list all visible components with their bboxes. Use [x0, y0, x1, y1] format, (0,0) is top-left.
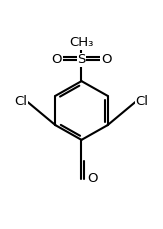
Text: S: S [77, 53, 86, 66]
Text: O: O [87, 172, 97, 185]
Text: O: O [101, 53, 111, 66]
Text: CH₃: CH₃ [69, 36, 94, 49]
Text: Cl: Cl [136, 95, 149, 108]
Text: Cl: Cl [14, 95, 27, 108]
Text: O: O [52, 53, 62, 66]
